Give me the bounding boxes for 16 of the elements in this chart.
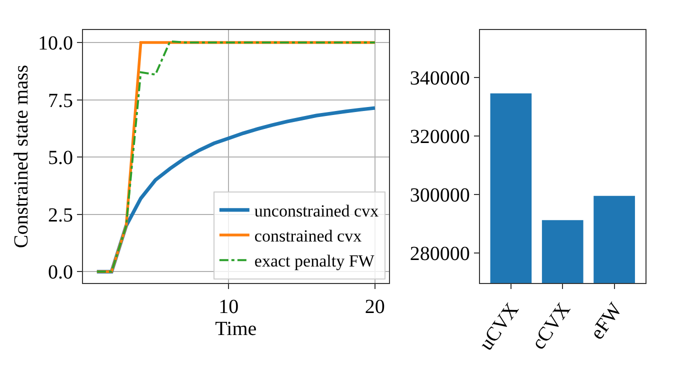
legend-label: unconstrained cvx xyxy=(254,202,380,221)
y-tick-label: 7.5 xyxy=(48,90,74,112)
y-tick-label: 280000 xyxy=(410,242,470,265)
x-tick-label: 10 xyxy=(218,296,239,318)
x-tick-label: 20 xyxy=(364,296,385,318)
y-tick-label: 300000 xyxy=(410,184,470,206)
y-tick-label: 320000 xyxy=(410,126,470,148)
y-axis-title: Constrained state mass xyxy=(10,64,33,248)
y-tick-label: 10.0 xyxy=(38,32,74,54)
y-tick-label: 0.0 xyxy=(48,262,74,284)
y-tick-label: 340000 xyxy=(410,67,470,90)
x-axis-title: Time xyxy=(215,318,257,340)
legend-label: exact penalty FW xyxy=(254,252,376,271)
y-tick-label: 2.5 xyxy=(48,204,74,226)
y-tick-label: 5.0 xyxy=(48,147,74,170)
legend-label: constrained cvx xyxy=(254,226,362,246)
